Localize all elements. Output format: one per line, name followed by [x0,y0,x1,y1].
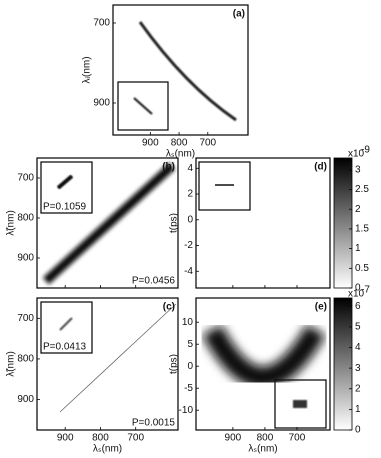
panel-label: (e) [315,302,327,313]
y-tick-label: 0 [187,214,193,225]
y-axis-label: λᵢ(nm) [82,56,93,83]
annotation: P=0.0015 [132,418,176,429]
inset-signal [133,97,153,115]
y-axis-label: t(ps) [169,213,180,233]
y-tick-label: 900 [17,394,34,405]
colorbar-exponent: -7 [361,285,370,296]
inset-signal [293,400,307,408]
y-tick-label: 700 [17,313,34,324]
y-tick-label: 800 [17,354,34,365]
y-tick-label: 900 [93,98,110,109]
colorbar-multiplier: x10 [348,289,365,300]
signal [59,303,177,413]
x-tick-label: 700 [127,433,144,444]
y-tick-label: 5 [187,339,193,350]
y-tick-label: 2 [187,189,193,200]
inset-annotation: P=0.1059 [43,202,87,213]
y-tick-label: 700 [93,18,110,29]
colorbar-tick-label: 0 [355,425,361,436]
y-tick-label: -4 [184,266,193,277]
signal [202,324,326,389]
colorbar-tick-label: 0 [355,283,361,294]
inset-signal [59,317,73,331]
x-axis-label: λₛ(nm) [93,444,122,455]
y-tick-label: -2 [184,240,193,251]
x-tick-label: 700 [289,433,306,444]
x-tick-label: 900 [225,433,242,444]
panel: 700 900 900 800 700 λₛ(nm) λᵢ(nm) (a) [82,4,249,160]
y-tick-label: -10 [179,405,194,416]
panel-label: (b) [162,162,175,173]
x-axis-label: λₛ(nm) [166,149,195,160]
colorbar-tick-label: 1 [355,243,361,254]
x-tick-label: 700 [199,138,216,149]
colorbar-tick-label: 1.5 [355,224,369,235]
colorbar-tick-label: 2 [355,383,361,394]
inset-frame [40,161,93,214]
colorbar [333,157,353,289]
colorbar-tick-label: 0.5 [355,263,369,274]
inset-frame [40,301,93,354]
y-tick-label: 900 [17,253,34,264]
inset-signal [56,174,74,190]
colorbar-tick-label: 5 [355,322,361,333]
y-axis-label: λ̃(nm) [6,351,17,377]
signal [42,162,176,285]
colorbar-tick-label: 3 [355,363,361,374]
colorbar-tick-label: 1 [355,404,361,415]
colorbar [333,297,353,431]
annotation: P=0.0456 [132,276,176,287]
panel-label: (a) [233,9,245,20]
colorbar-tick-label: 3 [355,164,361,175]
colorbar-tick-label: 2.5 [355,184,369,195]
y-tick-label: 4 [187,163,193,174]
y-tick-label: 700 [17,173,34,184]
x-axis-label: λₛ(nm) [248,444,277,455]
panel-label: (d) [314,162,327,173]
panel: 4 2 0 -2 -4 t(ps) (d) 0 0.5 1 1.5 2 2.5 3 x10-9 [169,145,371,294]
signal [138,21,237,122]
x-tick-label: 800 [257,433,274,444]
colorbar-tick-label: 6 [355,301,361,312]
colorbar-exponent: -9 [361,145,370,156]
panel: 700 800 900 900 800 700 λₛ(nm) λ̃(nm) (c) P=0.001… [6,297,179,455]
y-tick-label: -5 [184,383,193,394]
inset-annotation: P=0.0413 [43,342,87,353]
y-axis-label: t(ps) [169,354,180,374]
y-axis-label: λ̃(nm) [6,210,17,236]
x-tick-label: 800 [171,138,188,149]
panel-label: (c) [163,302,175,313]
y-tick-label: 0 [187,361,193,372]
y-tick-label: 800 [17,213,34,224]
panel: 10 5 0 -5 -10 900 800 700 λₛ(nm) t(ps) (e) 0 1 2 3 4 5 6x… [169,285,371,455]
x-tick-label: 900 [57,433,74,444]
colorbar-multiplier: x10 [348,149,365,160]
x-tick-label: 800 [92,433,109,444]
colorbar-tick-label: 4 [355,342,361,353]
colorbar-tick-label: 2 [355,204,361,215]
y-tick-label: 10 [182,317,194,328]
inset-frame [198,161,251,211]
panel: 700 800 900 λ̃(nm) (b) P=0.0456 P=0.1059 [6,157,179,289]
x-tick-label: 900 [142,138,159,149]
